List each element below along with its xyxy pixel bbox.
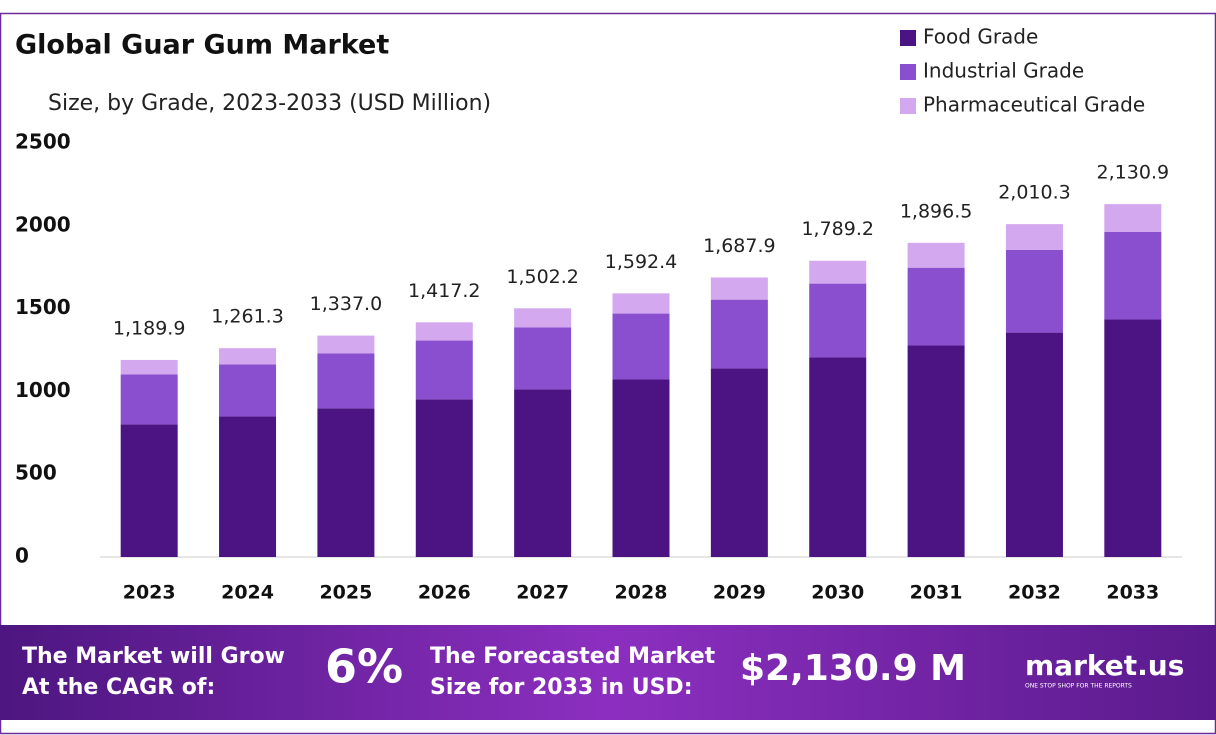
x-tick-label: 2033	[1106, 582, 1159, 604]
y-tick-label: 2000	[15, 212, 71, 236]
bar-segment	[514, 327, 572, 390]
x-tick-label: 2031	[910, 582, 963, 604]
x-tick-label: 2030	[811, 582, 864, 604]
bar-segment	[415, 322, 473, 341]
x-tick-label: 2032	[1008, 582, 1061, 604]
bar-segment	[612, 313, 670, 380]
bar-segment	[809, 283, 867, 358]
bar-segment	[907, 345, 965, 557]
x-tick-label: 2028	[615, 582, 668, 604]
y-tick-label: 0	[15, 544, 29, 568]
x-tick-label: 2025	[319, 582, 372, 604]
bar-segment	[317, 408, 375, 557]
total-label: 1,261.3	[211, 306, 284, 328]
bar-segment	[809, 357, 867, 557]
bar-segment	[219, 416, 277, 557]
x-tick-label: 2026	[418, 582, 471, 604]
bar-segment	[120, 359, 178, 375]
bar-segment	[710, 277, 768, 300]
total-label: 1,189.9	[113, 317, 186, 339]
total-label: 1,789.2	[801, 218, 874, 240]
x-tick-label: 2023	[123, 582, 176, 604]
bar-segment	[514, 308, 572, 328]
legend-label: Food Grade	[923, 25, 1038, 49]
legend-label: Industrial Grade	[923, 59, 1084, 83]
tagline: ONE STOP SHOP FOR THE REPORTS	[1025, 683, 1132, 690]
bar-segment	[1104, 231, 1162, 320]
bar-segment	[1104, 204, 1162, 232]
bar-segment	[710, 368, 768, 557]
bar-segment	[317, 353, 375, 409]
forecast-value: $2,130.9 M	[740, 648, 966, 689]
bar-segment	[907, 242, 965, 268]
total-label: 1,502.2	[506, 266, 579, 288]
bar-segment	[612, 293, 670, 314]
bar-segment	[907, 267, 965, 346]
total-label: 1,687.9	[703, 235, 776, 257]
y-tick-label: 1500	[15, 295, 71, 319]
total-label: 2,010.3	[998, 182, 1071, 204]
y-tick-label: 1000	[15, 378, 71, 402]
total-label: 2,130.9	[1097, 162, 1170, 184]
legend-swatch	[900, 98, 916, 114]
total-label: 1,592.4	[605, 251, 678, 273]
x-tick-label: 2024	[221, 582, 274, 604]
cagr-value: 6%	[325, 640, 403, 694]
bar-segment	[120, 424, 178, 557]
total-label: 1,417.2	[408, 280, 481, 302]
bar-segment	[120, 374, 178, 425]
bar-segment	[1104, 319, 1162, 557]
total-label: 1,337.0	[310, 293, 383, 315]
x-tick-label: 2027	[516, 582, 569, 604]
bar-segment	[219, 348, 277, 365]
bar-segment	[1005, 249, 1063, 333]
bar-segment	[415, 399, 473, 557]
forecast-text: The Forecasted Market Size for 2033 in US…	[430, 644, 716, 700]
chart-subtitle: Size, by Grade, 2023-2033 (USD Million)	[48, 91, 491, 116]
x-tick-label: 2029	[713, 582, 766, 604]
y-tick-label: 500	[15, 461, 57, 485]
chart-title: Global Guar Gum Market	[15, 30, 389, 61]
footer-banner	[0, 625, 1216, 720]
y-tick-label: 2500	[15, 130, 71, 154]
brand: market.us	[1025, 649, 1184, 682]
bar-segment	[219, 364, 277, 417]
bar-segment	[415, 340, 473, 400]
bar-segment	[1005, 332, 1063, 557]
bar-segment	[514, 389, 572, 557]
cagr-text: The Market will Grow At the CAGR of:	[22, 644, 285, 700]
bar-segment	[1005, 224, 1063, 250]
bar-segment	[710, 299, 768, 369]
total-label: 1,896.5	[900, 200, 973, 222]
bar-segment	[612, 379, 670, 557]
legend-label: Pharmaceutical Grade	[923, 93, 1145, 117]
legend-swatch	[900, 30, 916, 46]
bar-segment	[317, 335, 375, 354]
bar-segment	[809, 260, 867, 284]
legend-swatch	[900, 64, 916, 80]
